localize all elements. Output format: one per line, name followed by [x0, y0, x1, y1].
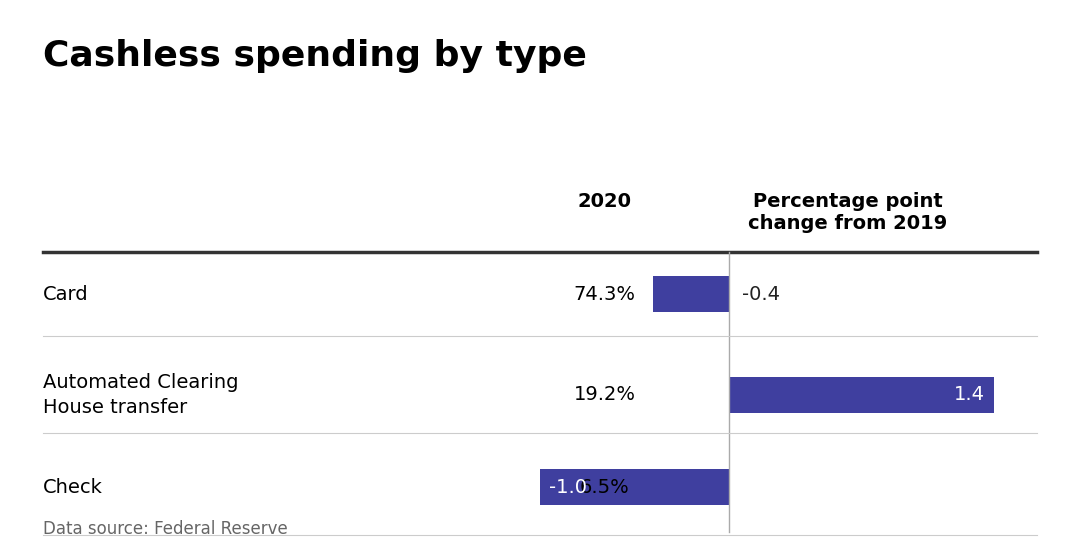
Text: 1.4: 1.4 [954, 385, 985, 404]
Bar [540, 469, 729, 505]
Text: Cashless spending by type: Cashless spending by type [43, 39, 588, 73]
Text: 19.2%: 19.2% [573, 385, 636, 404]
Text: 74.3%: 74.3% [573, 284, 636, 304]
Text: -1.0: -1.0 [549, 478, 586, 497]
Text: Automated Clearing
House transfer: Automated Clearing House transfer [43, 373, 239, 417]
Bar [653, 276, 729, 312]
Bar [729, 377, 994, 413]
Text: -0.4: -0.4 [742, 284, 780, 304]
Text: Card: Card [43, 284, 89, 304]
Text: 2020: 2020 [578, 192, 632, 211]
Text: Data source: Federal Reserve: Data source: Federal Reserve [43, 520, 288, 538]
Text: 6.5%: 6.5% [580, 478, 630, 497]
Text: Percentage point
change from 2019: Percentage point change from 2019 [748, 192, 947, 234]
Text: Check: Check [43, 478, 103, 497]
